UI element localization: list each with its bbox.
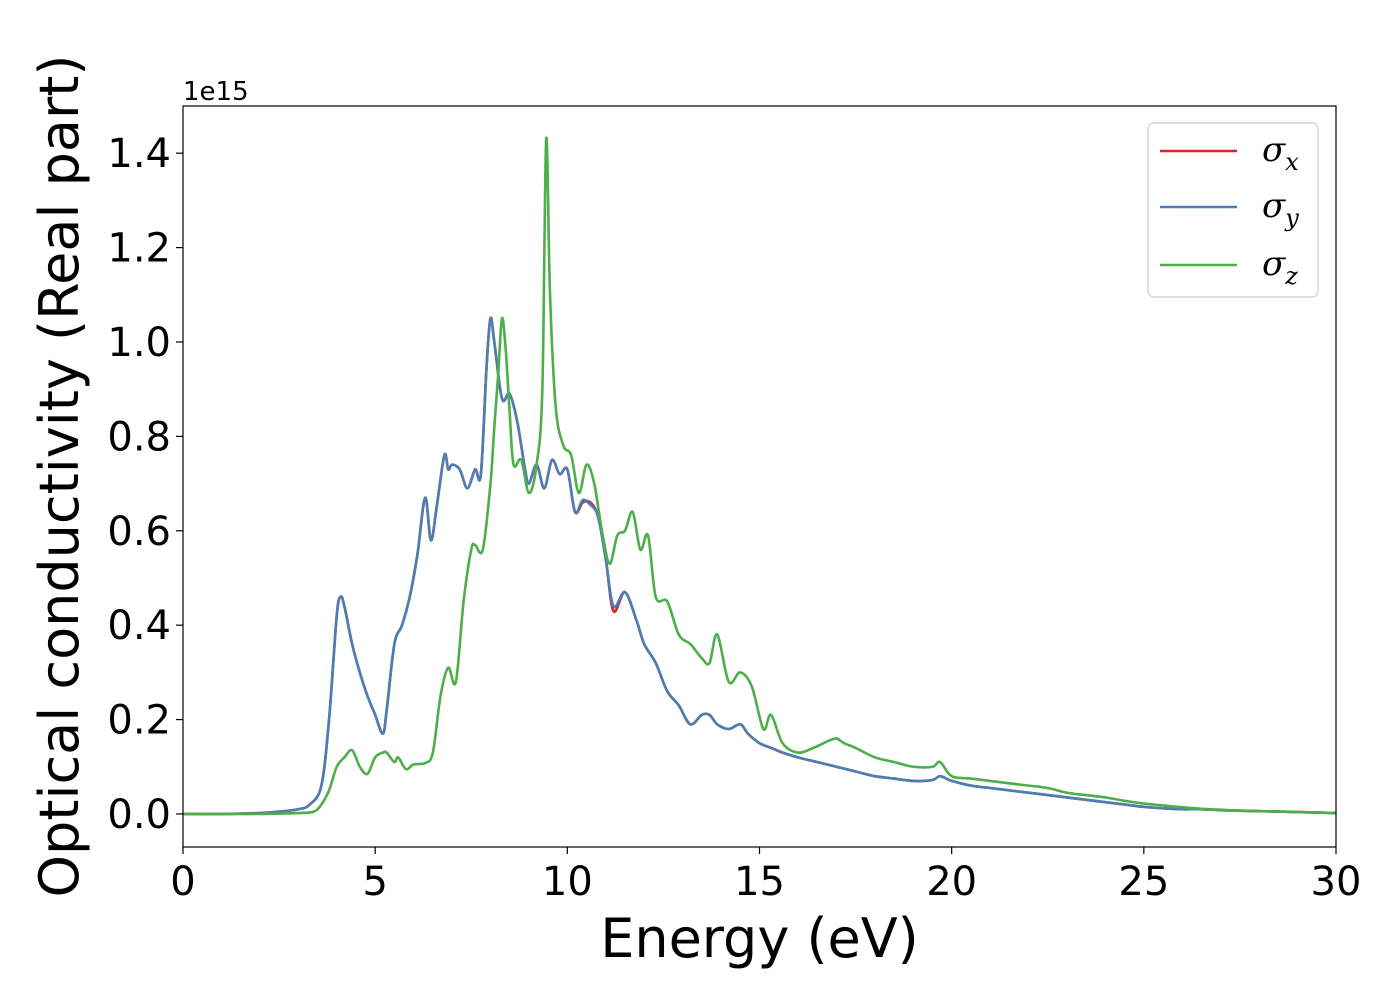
y-tick-label: 1.2	[107, 226, 171, 272]
x-tick-label: 25	[1118, 859, 1169, 905]
series-line-z	[183, 136, 1336, 816]
y-tick-label: 0.2	[107, 698, 171, 744]
y-tick-label: 0.6	[107, 509, 171, 555]
y-tick-label: 0.0	[107, 792, 171, 838]
legend-label-x: σx	[1262, 130, 1299, 176]
x-tick-label: 30	[1311, 859, 1362, 905]
legend-box	[1147, 122, 1319, 298]
y-axis-ticks: 0.0 0.2 0.4 0.6 0.8 1.0 1.2 1.4	[107, 131, 183, 838]
y-offset-label: 1e15	[183, 77, 249, 107]
y-tick-label: 1.0	[107, 320, 171, 366]
x-tick-label: 5	[362, 859, 387, 905]
y-axis-label: Optical conductivity (Real part)	[28, 55, 91, 898]
legend-symbol: σ	[1262, 244, 1286, 284]
legend-subscript: z	[1284, 262, 1298, 290]
series-line-x	[183, 316, 1336, 816]
y-tick-label: 0.4	[107, 603, 171, 649]
y-tick-label: 1.4	[107, 131, 171, 177]
x-tick-label: 10	[542, 859, 593, 905]
legend-label-z: σz	[1262, 244, 1298, 290]
legend-symbol: σ	[1262, 186, 1286, 226]
legend-label-y: σy	[1262, 186, 1299, 232]
x-tick-label: 20	[926, 859, 977, 905]
series-line-y	[183, 316, 1336, 816]
x-axis-label: Energy (eV)	[600, 907, 919, 970]
y-tick-label: 0.8	[107, 414, 171, 460]
x-tick-label: 0	[170, 859, 195, 905]
x-tick-label: 15	[734, 859, 785, 905]
legend-subscript: x	[1285, 148, 1299, 176]
series-layer	[183, 136, 1336, 816]
legend-symbol: σ	[1262, 130, 1286, 170]
x-axis-ticks: 0 5 10 15 20 25 30	[170, 847, 1361, 905]
legend-subscript: y	[1284, 204, 1299, 232]
